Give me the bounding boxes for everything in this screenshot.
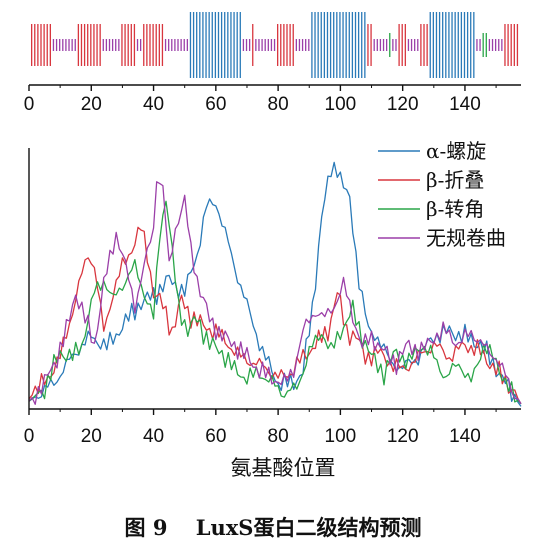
line-x-axis-tick-label-80: 80 <box>268 426 289 447</box>
track-segment-coil <box>136 39 142 51</box>
series-line-helix <box>28 161 522 407</box>
legend-item-turn: β-转角 <box>378 197 484 221</box>
line-x-axis-tick-label-120: 120 <box>387 426 419 447</box>
track-segment-coil <box>476 39 481 51</box>
track-segment-strand <box>121 24 136 66</box>
track-segment-helix <box>311 12 366 78</box>
track-x-axis-tick-label-0: 0 <box>24 94 35 115</box>
track-segment-strand <box>77 24 101 66</box>
track-segment-strand <box>277 24 294 66</box>
track-segment-helix <box>429 12 475 78</box>
track-segment-coil <box>407 39 419 51</box>
track-segment-coil <box>102 39 120 51</box>
track-segment-coil <box>242 39 251 51</box>
line-x-axis-tick-label-100: 100 <box>325 426 357 447</box>
track-segment-strand <box>504 24 519 66</box>
line-x-axis-tick-label-0: 0 <box>24 426 35 447</box>
track-segment-strand <box>398 24 406 66</box>
series-line-turn <box>28 200 522 405</box>
track-x-axis: 0 20 40 60 80 100 120 140 <box>24 84 521 115</box>
track-segment-coil <box>164 39 189 51</box>
track-x-axis-tick-label-80: 80 <box>268 94 289 115</box>
legend-label-coil: 无规卷曲 <box>426 226 506 250</box>
track-x-axis-tick-label-60: 60 <box>205 94 226 115</box>
track-segment-coil <box>488 39 503 51</box>
track-x-axis-tick-label-20: 20 <box>81 94 102 115</box>
line-x-axis-tick-label-20: 20 <box>81 426 102 447</box>
legend-label-helix: α-螺旋 <box>426 139 486 163</box>
figure-caption: 图 9 LuxS蛋白二级结构预测 <box>124 515 422 540</box>
series-line-strand <box>28 226 522 405</box>
line-x-axis: 0 20 40 60 80 100 120 140 <box>24 148 521 447</box>
line-x-axis-tick-label-40: 40 <box>143 426 164 447</box>
track-segment-coil <box>52 39 76 51</box>
track-segment-strand <box>31 24 51 66</box>
track-segment-coil <box>255 39 276 51</box>
line-x-axis-tick-label-60: 60 <box>205 426 226 447</box>
legend-item-coil: 无规卷曲 <box>378 226 506 250</box>
x-axis-label: 氨基酸位置 <box>231 456 336 480</box>
track-x-axis-tick-label-40: 40 <box>143 94 164 115</box>
track-segment-turn <box>482 33 487 57</box>
track-segment-helix <box>189 12 241 78</box>
series-line-coil <box>28 181 522 405</box>
legend-label-turn: β-转角 <box>426 197 484 221</box>
track-segment-coil <box>295 39 310 51</box>
track-segment-strand <box>420 24 428 66</box>
legend-item-helix: α-螺旋 <box>378 139 486 163</box>
legend-label-strand: β-折叠 <box>426 168 484 192</box>
track-segment-strand <box>143 24 164 66</box>
legend-item-strand: β-折叠 <box>378 168 484 192</box>
track-x-axis-tick-label-140: 140 <box>449 94 481 115</box>
track-segment-strand <box>367 24 372 66</box>
line-x-axis-tick-label-140: 140 <box>449 426 481 447</box>
track-x-axis-tick-label-120: 120 <box>387 94 419 115</box>
track-segment-coil <box>373 39 388 51</box>
track-x-axis-tick-label-100: 100 <box>325 94 357 115</box>
secondary-structure-track <box>31 12 519 78</box>
propensity-line-chart <box>28 161 522 407</box>
track-segment-coil <box>392 39 397 51</box>
